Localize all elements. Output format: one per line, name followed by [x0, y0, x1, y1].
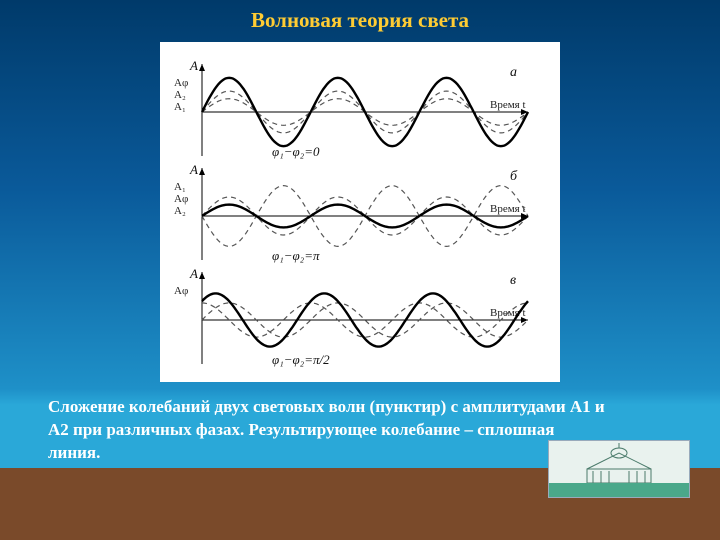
figure-caption: Сложение колебаний двух световых волн (п…: [48, 396, 608, 465]
svg-text:в: в: [510, 273, 516, 288]
wave-figure: AВремя tаAφA₂A₁φ₁−φ₂=0AВремя tбA₁AφA₂φ₁−…: [160, 42, 560, 382]
svg-text:A₂: A₂: [174, 89, 186, 101]
svg-text:A₁: A₁: [174, 181, 186, 193]
svg-text:A: A: [189, 58, 198, 73]
svg-text:Время t: Время t: [490, 203, 526, 215]
svg-text:A₁: A₁: [174, 101, 186, 113]
svg-text:б: б: [510, 169, 518, 184]
svg-text:Aφ: Aφ: [174, 193, 188, 205]
svg-text:A: A: [189, 162, 198, 177]
svg-text:A: A: [189, 266, 198, 281]
svg-text:а: а: [510, 65, 517, 80]
svg-text:φ₁−φ₂=π: φ₁−φ₂=π: [272, 248, 320, 263]
svg-text:A₂: A₂: [174, 205, 186, 217]
slide-title: Волновая теория света: [0, 8, 720, 33]
svg-text:Aφ: Aφ: [174, 285, 188, 297]
svg-text:φ₁−φ₂=π/2: φ₁−φ₂=π/2: [272, 352, 330, 367]
logo-badge: [548, 440, 690, 498]
svg-text:Aφ: Aφ: [174, 77, 188, 89]
svg-text:Время t: Время t: [490, 99, 526, 111]
svg-text:φ₁−φ₂=0: φ₁−φ₂=0: [272, 144, 320, 159]
slide: Волновая теория света AВремя tаAφA₂A₁φ₁−…: [0, 0, 720, 540]
